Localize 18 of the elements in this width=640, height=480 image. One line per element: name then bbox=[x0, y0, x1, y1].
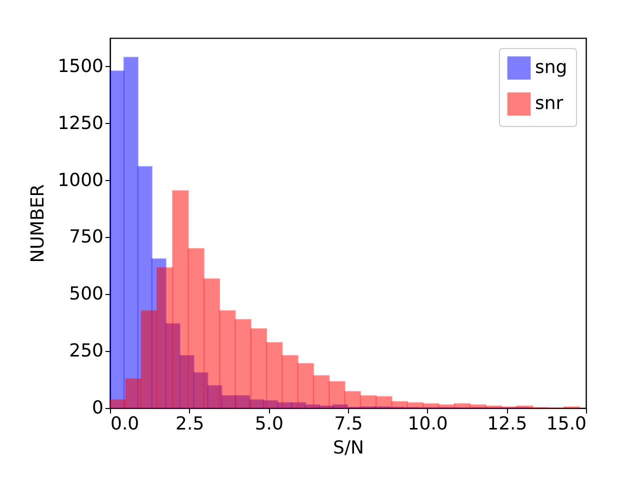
x-tick-label: 7.5 bbox=[334, 414, 363, 434]
x-tick-label: 2.5 bbox=[176, 414, 204, 434]
x-tick-label: 10.0 bbox=[408, 414, 448, 434]
y-tick-label: 1250 bbox=[58, 112, 104, 134]
legend-label: sng bbox=[535, 57, 568, 78]
x-tick-label: 0.0 bbox=[110, 414, 140, 434]
x-tick-label: 5.0 bbox=[254, 414, 284, 434]
x-tick-label: 15.0 bbox=[546, 414, 586, 434]
x-axis-title: S/N bbox=[333, 438, 364, 458]
x-tick-label: 12.5 bbox=[487, 414, 528, 434]
y-tick-label: 1000 bbox=[58, 170, 104, 191]
y-tick-label: 1500 bbox=[58, 56, 104, 77]
y-tick-label: 500 bbox=[69, 284, 104, 305]
y-axis-title: NUMBER bbox=[28, 184, 49, 263]
y-tick-label: 250 bbox=[69, 340, 104, 362]
y-tick-label: 0 bbox=[92, 398, 104, 418]
legend-label: snr bbox=[535, 93, 564, 114]
y-tick-label: 750 bbox=[69, 226, 104, 248]
